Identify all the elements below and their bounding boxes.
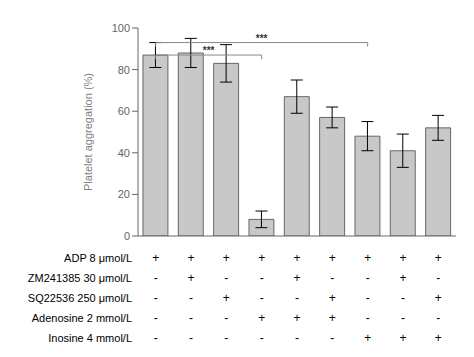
html-text:SQ22536 250 μmol/L: SQ22536 250 μmol/L	[27, 292, 132, 304]
svg-text:Platelet aggregation (%): Platelet aggregation (%)	[82, 73, 94, 191]
svg-text:***: ***	[203, 45, 215, 56]
html-text:ZM241385 30 μmol/L: ZM241385 30 μmol/L	[27, 272, 132, 284]
svg-text:40: 40	[118, 147, 130, 159]
html-text:Inosine 4 mmol/L: Inosine 4 mmol/L	[48, 332, 132, 344]
html-text:ADP 8 μmol/L: ADP 8 μmol/L	[64, 252, 132, 264]
svg-text:0: 0	[124, 230, 130, 242]
html-text:Adenosine 2 mmol/L: Adenosine 2 mmol/L	[31, 312, 132, 324]
svg-text:***: ***	[256, 33, 268, 44]
svg-text:80: 80	[118, 64, 130, 76]
svg-text:60: 60	[118, 105, 130, 117]
svg-text:20: 20	[118, 188, 130, 200]
svg-text:100: 100	[112, 22, 130, 34]
